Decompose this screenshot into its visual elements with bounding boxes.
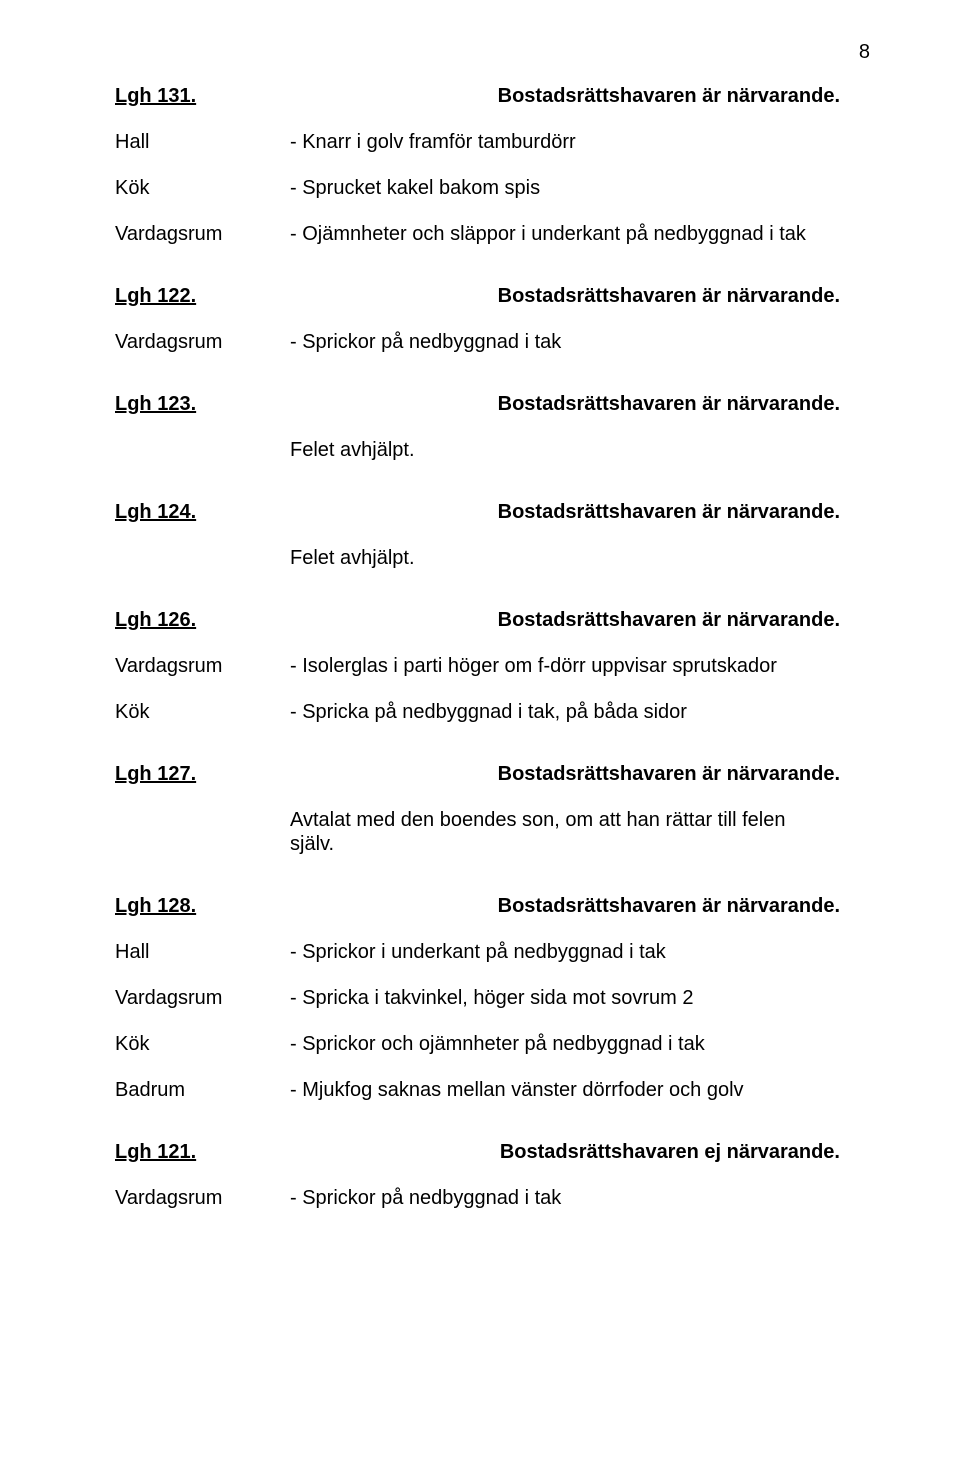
section-header: Lgh 128. Bostadsrättshavaren är närvaran…: [115, 894, 880, 918]
item-text: - Sprickor i underkant på nedbyggnad i t…: [290, 940, 880, 964]
lgh-label: Lgh 122.: [115, 284, 196, 308]
status-text: Bostadsrättshavaren ej närvarande.: [500, 1140, 880, 1164]
room-label: Kök: [115, 700, 290, 724]
item-row: Vardagsrum - Ojämnheter och släppor i un…: [115, 222, 880, 246]
item-text: - Sprickor på nedbyggnad i tak: [290, 330, 880, 354]
status-text: Bostadsrättshavaren är närvarande.: [498, 392, 880, 416]
item-text: - Ojämnheter och släppor i underkant på …: [290, 222, 880, 246]
item-text: - Isolerglas i parti höger om f-dörr upp…: [290, 654, 880, 678]
room-label: Vardagsrum: [115, 222, 290, 246]
item-text: - Sprickor på nedbyggnad i tak: [290, 1186, 880, 1210]
section-header: Lgh 123. Bostadsrättshavaren är närvaran…: [115, 392, 880, 416]
status-text: Bostadsrättshavaren är närvarande.: [498, 608, 880, 632]
status-text: Bostadsrättshavaren är närvarande.: [498, 84, 880, 108]
item-row: Vardagsrum - Isolerglas i parti höger om…: [115, 654, 880, 678]
section-header: Lgh 121. Bostadsrättshavaren ej närvaran…: [115, 1140, 880, 1164]
item-row: Kök - Sprucket kakel bakom spis: [115, 176, 880, 200]
page-number: 8: [115, 40, 880, 64]
status-text: Bostadsrättshavaren är närvarande.: [498, 894, 880, 918]
status-text: Bostadsrättshavaren är närvarande.: [498, 284, 880, 308]
lgh-label: Lgh 123.: [115, 392, 196, 416]
item-row: Kök - Spricka på nedbyggnad i tak, på bå…: [115, 700, 880, 724]
section-header: Lgh 124. Bostadsrättshavaren är närvaran…: [115, 500, 880, 524]
lgh-label: Lgh 126.: [115, 608, 196, 632]
room-label: Vardagsrum: [115, 654, 290, 678]
item-row: Kök - Sprickor och ojämnheter på nedbygg…: [115, 1032, 880, 1056]
item-row: Vardagsrum - Spricka i takvinkel, höger …: [115, 986, 880, 1010]
note-text: Avtalat med den boendes son, om att han …: [115, 808, 880, 856]
room-label: Hall: [115, 940, 290, 964]
item-row: Vardagsrum - Sprickor på nedbyggnad i ta…: [115, 330, 880, 354]
item-text: - Knarr i golv framför tamburdörr: [290, 130, 880, 154]
section-header: Lgh 122. Bostadsrättshavaren är närvaran…: [115, 284, 880, 308]
item-text: - Sprickor och ojämnheter på nedbyggnad …: [290, 1032, 880, 1056]
lgh-label: Lgh 121.: [115, 1140, 196, 1164]
room-label: Vardagsrum: [115, 1186, 290, 1210]
lgh-label: Lgh 128.: [115, 894, 196, 918]
note-text: Felet avhjälpt.: [115, 546, 880, 570]
lgh-label: Lgh 131.: [115, 84, 196, 108]
lgh-label: Lgh 124.: [115, 500, 196, 524]
status-text: Bostadsrättshavaren är närvarande.: [498, 500, 880, 524]
section-header: Lgh 127. Bostadsrättshavaren är närvaran…: [115, 762, 880, 786]
item-row: Hall - Sprickor i underkant på nedbyggna…: [115, 940, 880, 964]
section-header: Lgh 131. Bostadsrättshavaren är närvaran…: [115, 84, 880, 108]
room-label: Kök: [115, 1032, 290, 1056]
item-text: - Spricka på nedbyggnad i tak, på båda s…: [290, 700, 880, 724]
item-text: - Spricka i takvinkel, höger sida mot so…: [290, 986, 880, 1010]
item-row: Hall - Knarr i golv framför tamburdörr: [115, 130, 880, 154]
room-label: Kök: [115, 176, 290, 200]
room-label: Vardagsrum: [115, 330, 290, 354]
room-label: Badrum: [115, 1078, 290, 1102]
section-header: Lgh 126. Bostadsrättshavaren är närvaran…: [115, 608, 880, 632]
item-row: Badrum - Mjukfog saknas mellan vänster d…: [115, 1078, 880, 1102]
status-text: Bostadsrättshavaren är närvarande.: [498, 762, 880, 786]
room-label: Vardagsrum: [115, 986, 290, 1010]
item-text: - Sprucket kakel bakom spis: [290, 176, 880, 200]
note-text: Felet avhjälpt.: [115, 438, 880, 462]
room-label: Hall: [115, 130, 290, 154]
item-row: Vardagsrum - Sprickor på nedbyggnad i ta…: [115, 1186, 880, 1210]
lgh-label: Lgh 127.: [115, 762, 196, 786]
item-text: - Mjukfog saknas mellan vänster dörrfode…: [290, 1078, 880, 1102]
